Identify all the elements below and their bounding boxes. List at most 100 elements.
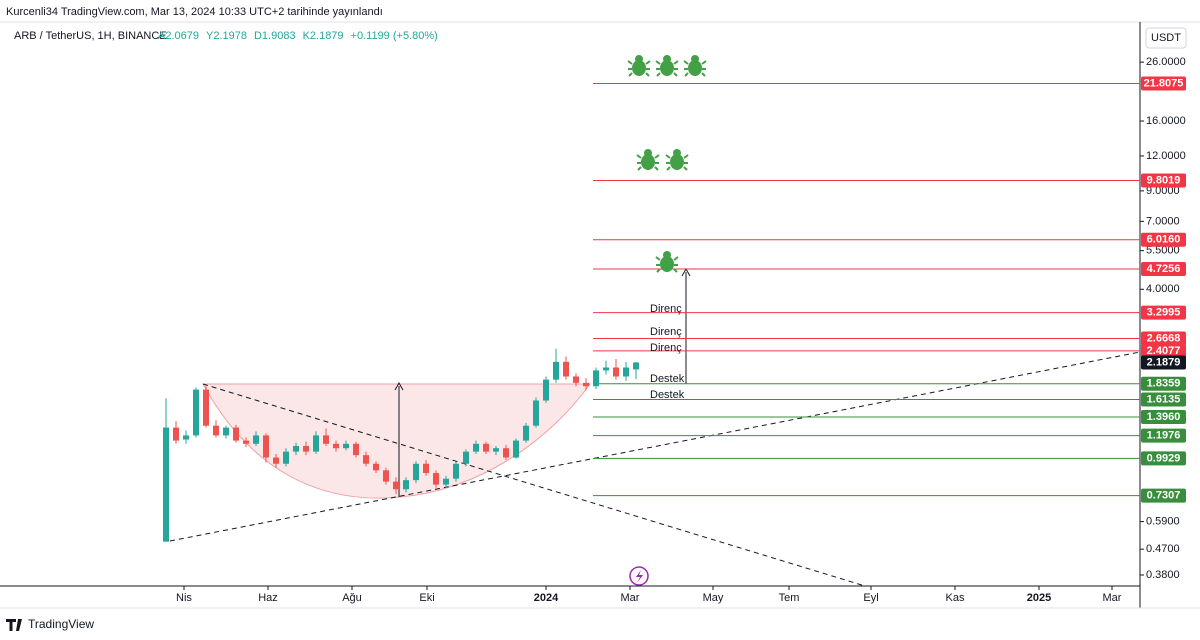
candle-body xyxy=(163,427,169,542)
level-label: 9.8019 xyxy=(1147,174,1181,186)
candle-body xyxy=(533,400,539,426)
annotation: Direnç xyxy=(650,326,682,338)
level-label: 0.9929 xyxy=(1147,452,1181,464)
level-label: 1.8359 xyxy=(1147,378,1181,390)
level-label: 2.4077 xyxy=(1147,345,1181,357)
candle-body xyxy=(353,443,359,456)
candle-body xyxy=(383,470,389,482)
candle-body xyxy=(253,435,259,444)
candle-body xyxy=(463,451,469,464)
candle-body xyxy=(543,379,549,401)
y-tick-label: 26.0000 xyxy=(1146,56,1186,68)
x-tick-label: May xyxy=(703,592,724,604)
annotation: Direnç xyxy=(650,342,682,354)
level-tag xyxy=(1141,410,1186,425)
candle-body xyxy=(213,425,219,436)
x-tick-label: Ağu xyxy=(342,592,362,604)
level-label: 0.7307 xyxy=(1147,490,1181,502)
level-label: 6.0160 xyxy=(1147,234,1181,246)
y-tick-label: 5.5000 xyxy=(1146,245,1180,257)
level-tag xyxy=(1141,488,1186,503)
candle-body xyxy=(633,362,639,370)
level-tag xyxy=(1141,76,1186,91)
level-tag xyxy=(1141,232,1186,247)
candle-body xyxy=(203,389,209,426)
annotation: Destek xyxy=(650,389,685,401)
candle-body xyxy=(593,370,599,387)
candle-body xyxy=(303,445,309,452)
candle-body xyxy=(433,473,439,485)
candle-body xyxy=(503,448,509,458)
y-tick-label: 12.0000 xyxy=(1146,150,1186,162)
price-tag xyxy=(1141,355,1186,370)
x-tick-label: Tem xyxy=(779,592,800,604)
x-tick-label: Mar xyxy=(621,592,640,604)
candle-body xyxy=(513,440,519,458)
candle-body xyxy=(583,382,589,387)
candle-body xyxy=(403,480,409,490)
level-tag xyxy=(1141,343,1186,358)
candle-body xyxy=(323,435,329,444)
trend-line xyxy=(202,383,866,587)
candle-body xyxy=(333,443,339,449)
level-tag xyxy=(1141,428,1186,443)
ohlc-value: K2.1879 xyxy=(303,30,344,42)
candle-body xyxy=(193,389,199,436)
annotation: Destek xyxy=(650,373,685,385)
currency: USDT xyxy=(1151,32,1181,44)
y-tick-label: 9.0000 xyxy=(1146,185,1180,197)
level-tag xyxy=(1141,451,1186,466)
candle-body xyxy=(443,478,449,485)
x-tick-label: Haz xyxy=(258,592,278,604)
candle-body xyxy=(223,427,229,436)
candle-body xyxy=(393,481,399,490)
candle-body xyxy=(363,455,369,464)
y-tick-label: 0.3800 xyxy=(1146,569,1180,581)
level-label: 2.6668 xyxy=(1147,332,1181,344)
brand: TradingView xyxy=(28,617,94,631)
level-label: 21.8075 xyxy=(1144,77,1184,89)
level-tag xyxy=(1141,173,1186,188)
currency-box[interactable] xyxy=(1145,27,1187,49)
y-tick-label: 7.0000 xyxy=(1146,215,1180,227)
x-tick-label: Kas xyxy=(946,592,965,604)
arrow-head xyxy=(394,381,404,391)
candle-body xyxy=(413,463,419,481)
y-tick-label: 4.0000 xyxy=(1146,283,1180,295)
candle-body xyxy=(273,457,279,464)
candle-body xyxy=(243,440,249,444)
x-tick-label: 2024 xyxy=(534,592,559,604)
candle-body xyxy=(453,463,459,479)
candle-body xyxy=(283,451,289,464)
candle-body xyxy=(423,463,429,474)
level-tag xyxy=(1141,331,1186,346)
ohlc-value: +0.1199 (+5.80%) xyxy=(351,30,438,42)
symbol-title: ARB / TetherUS, 1H, BINANCE xyxy=(14,30,167,42)
x-tick-label: 2025 xyxy=(1027,592,1051,604)
level-label: 1.3960 xyxy=(1147,411,1181,423)
candle-body xyxy=(343,443,349,449)
candle-body xyxy=(313,435,319,452)
ohlc-legend: A2.0679 Y2.1978 D1.9083 K2.1879 +0.1199 (+5.… xyxy=(158,30,438,42)
y-tick-label: 0.4700 xyxy=(1146,543,1180,555)
level-label: 3.2995 xyxy=(1147,307,1181,319)
level-tag xyxy=(1141,392,1186,407)
candle-body xyxy=(553,361,559,380)
plot xyxy=(163,82,1140,542)
cup-pattern xyxy=(202,383,591,499)
ohlc-value: A2.0679 xyxy=(158,30,199,42)
candle-body xyxy=(263,435,269,458)
x-tick-label: Eyl xyxy=(863,592,878,604)
candle-body xyxy=(293,445,299,452)
ohlc-value: D1.9083 xyxy=(254,30,296,42)
y-tick-label: 0.5900 xyxy=(1146,515,1180,527)
level-label: 1.6135 xyxy=(1147,393,1181,405)
candle-body xyxy=(483,443,489,452)
x-tick-label: Mar xyxy=(1103,592,1122,604)
price-label: 2.1879 xyxy=(1147,356,1181,368)
brand-logo xyxy=(6,619,22,631)
y-tick-label: 16.0000 xyxy=(1146,115,1186,127)
candle-body xyxy=(613,367,619,377)
caption: Kurcenli34 TradingView.com, Mar 13, 2024… xyxy=(6,6,383,18)
